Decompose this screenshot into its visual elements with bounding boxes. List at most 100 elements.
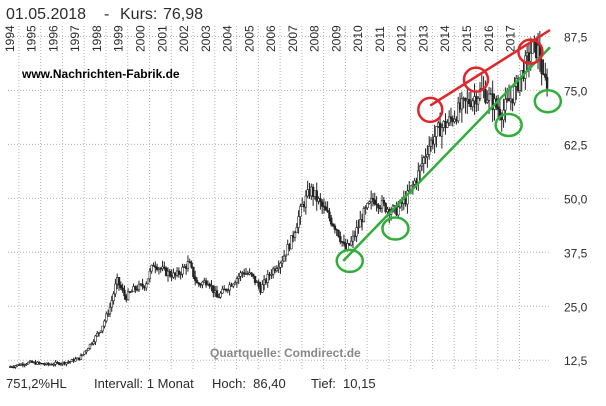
price-candle [88,343,92,349]
resistance-trendline [429,28,551,107]
price-candle [181,266,184,275]
price-candle [349,240,353,246]
price-candle [163,266,166,269]
price-candle [315,190,318,202]
price-candle [201,281,204,286]
price-candle [25,363,28,366]
price-candle [81,353,84,356]
support-touch-circle [335,248,364,274]
price-candle [295,227,298,234]
price-candle [342,241,346,244]
price-candle [420,163,424,167]
price-candle [290,235,293,250]
price-candle [85,350,88,353]
price-candle [524,55,527,79]
price-candle [328,211,331,219]
x-tick-label: 2000 [133,25,147,52]
price-candle [335,229,338,231]
price-candle [319,198,322,203]
price-candle [154,266,157,268]
x-tick-label: 2010 [351,25,365,52]
price-candle [476,98,480,105]
price-candle [193,276,197,281]
price-candle [371,197,375,201]
price-candle [74,358,77,362]
price-candle [362,208,366,223]
price-candle [270,274,273,276]
price-candle [188,261,191,264]
x-tick-label: 2012 [395,25,409,52]
x-tick-label: 1999 [112,25,126,52]
price-candle [148,270,152,280]
price-candle [123,289,126,297]
support-touch-circle [381,216,410,241]
price-candle [529,52,532,62]
price-candle [496,106,500,110]
price-candle [37,361,41,364]
x-tick-label: 2009 [329,25,343,52]
price-candle [204,280,208,286]
header-separator: - [104,6,109,23]
x-tick-label: 2013 [416,25,430,52]
support-trendline [342,46,551,262]
price-candle [126,291,130,301]
price-candle [235,278,239,283]
price-candle [545,77,549,89]
price-candle [179,273,182,276]
price-candle [233,282,237,285]
price-candle [544,73,547,78]
x-tick-label: 1995 [25,25,39,52]
price-candle [97,331,101,334]
price-candle [12,366,16,369]
x-tick-label: 2003 [199,25,213,52]
price-series [8,31,549,369]
price-candle [424,156,427,158]
price-candle [92,341,95,345]
price-candle [190,262,193,268]
price-candle [279,262,282,268]
price-candle [275,268,279,272]
price-candle [99,330,103,333]
price-candle [433,136,436,145]
x-tick-label: 2006 [264,25,278,52]
price-candle [339,236,342,242]
x-tick-label: 2016 [482,25,496,52]
price-candle [96,333,99,337]
price-candle [137,283,141,291]
y-tick-label: 50,0 [564,192,588,206]
price-candle [168,270,172,276]
price-candle [471,100,474,107]
price-candle [320,201,324,207]
price-candle [197,282,201,285]
price-candle [353,235,357,238]
price-candle [382,199,386,204]
source-note: Quartquelle: Comdirect.de [210,346,361,360]
price-candle [286,244,289,256]
price-candle [257,281,260,287]
price-candle [86,348,90,351]
price-candle [232,283,235,287]
price-candle [150,264,153,272]
x-tick-label: 2001 [155,25,169,52]
price-candle [281,260,284,264]
price-candle [324,206,327,211]
price-candle [101,325,104,332]
price-candle [513,86,516,104]
price-candle [293,232,297,238]
resistance-touch-circle [417,96,444,124]
price-candle [146,278,150,285]
price-candle [373,199,376,205]
price-candle [297,216,300,228]
price-candle [368,201,371,204]
price-candle [384,203,387,213]
price-candle [145,283,148,289]
x-tick-label: 1998 [90,25,104,52]
resistance-touch-circle [462,66,490,93]
watermark-text: www.Nachrichten-Fabrik.de [21,67,180,81]
footer-range: 751,2%HL [6,376,67,391]
price-candle [271,268,275,275]
y-tick-label: 75,0 [564,84,588,98]
price-candle [266,274,269,283]
price-candle [411,184,415,187]
price-candle [141,283,144,287]
